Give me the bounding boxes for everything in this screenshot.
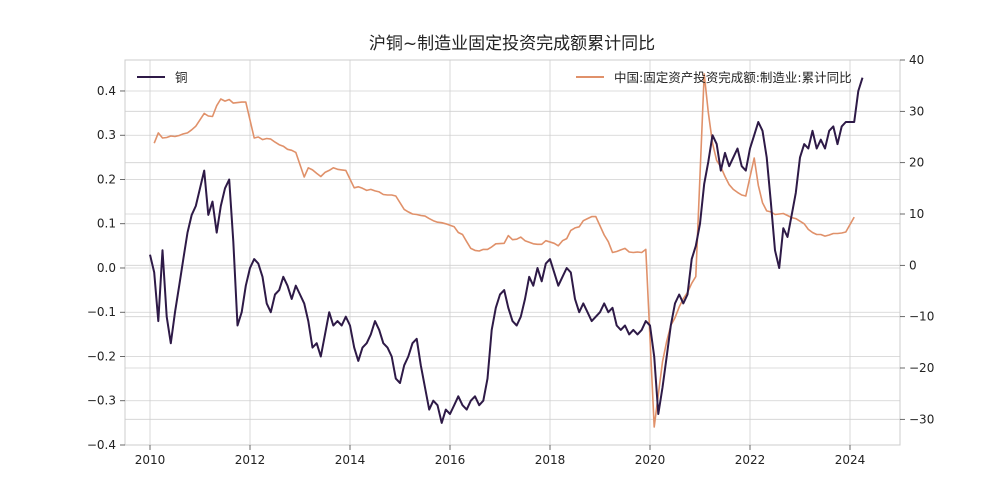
chart-title: 沪铜~制造业固定投资完成额累计同比	[369, 34, 655, 54]
legend-label-copper: 铜	[175, 70, 188, 85]
y-right-tick-label: −10	[909, 310, 934, 324]
right-y-axis: 40 30 20 10 0 −10 −20 −30	[900, 53, 934, 426]
x-tick-label: 2010	[135, 453, 166, 467]
y-left-tick-label: 0.3	[97, 128, 116, 142]
plot-area: 0.40.30.20.10.0−0.1−0.2−0.3−0.4 40302010…	[87, 53, 934, 467]
plot-frame	[124, 59, 901, 446]
y-right-tick-label: 20	[909, 156, 924, 170]
y-left-tick-label: 0.1	[97, 217, 116, 231]
y-right-tick-label: 40	[909, 53, 924, 67]
y-right-tick-label: −30	[909, 412, 934, 426]
x-tick-label: 2018	[535, 453, 566, 467]
legend-right: 中国:固定资产投资完成额:制造业:累计同比	[576, 70, 852, 85]
x-tick-label: 2020	[635, 453, 666, 467]
y-left-tick-label: −0.3	[87, 394, 116, 408]
y-right-tick-label: −20	[909, 361, 934, 375]
y-right-tick-label: 10	[909, 207, 924, 221]
y-left-tick-label: −0.4	[87, 438, 116, 452]
y-left-tick-label: 0.0	[97, 261, 116, 275]
y-left-tick-label: 0.4	[97, 84, 116, 98]
legend-left: 铜	[137, 70, 188, 85]
x-tick-label: 2014	[335, 453, 366, 467]
legend-label-manufacturing-fai: 中国:固定资产投资完成额:制造业:累计同比	[614, 70, 852, 85]
y-left-tick-label: −0.1	[87, 305, 116, 319]
left-y-axis: 0.4 0.3 0.2 0.1 0.0 −0.1 −0.2 −0.3 −0.4	[87, 84, 125, 452]
y-left-tick-label: 0.2	[97, 172, 116, 186]
x-axis: 2010 2012 2014 2016 2018 2020 2022 2024	[135, 445, 866, 467]
series-line-copper	[149, 77, 864, 424]
x-tick-label: 2012	[235, 453, 266, 467]
x-tick-label: 2022	[735, 453, 766, 467]
series-layer	[149, 73, 864, 428]
grid-lines	[125, 59, 900, 446]
x-tick-label: 2016	[435, 453, 466, 467]
y-right-tick-label: 0	[909, 258, 917, 272]
series-line-manufacturing-fai	[153, 73, 855, 428]
x-tick-label: 2024	[835, 453, 866, 467]
y-right-tick-label: 30	[909, 104, 924, 118]
y-left-tick-label: −0.2	[87, 349, 116, 363]
